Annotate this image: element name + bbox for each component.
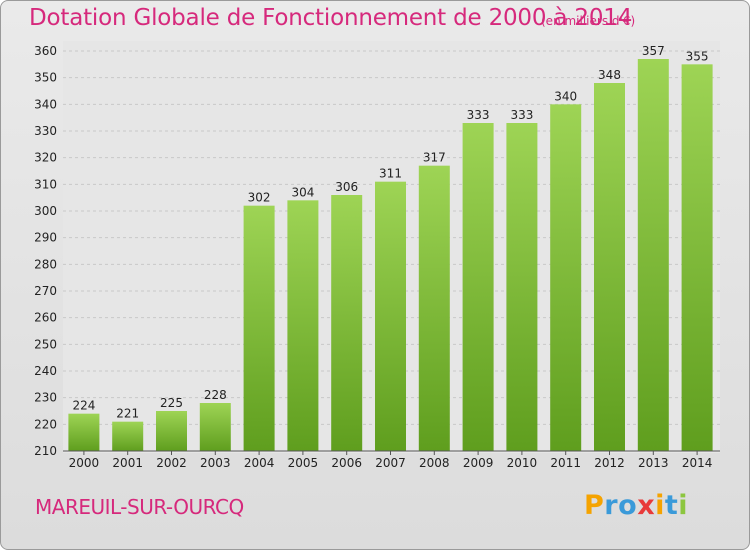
y-tick-label: 300 [34,204,57,218]
bar-2000[interactable] [68,413,100,451]
y-tick-label: 340 [34,97,57,111]
bar-2014[interactable] [681,64,713,452]
logo-letter: P [584,490,605,521]
y-tick-label: 260 [34,311,57,325]
y-tick-label: 310 [34,177,57,191]
y-tick-label: 220 [34,417,57,431]
logo-letter: o [618,490,638,521]
value-label: 333 [467,108,490,122]
bar-2006[interactable] [331,195,363,451]
value-label: 224 [72,399,95,413]
x-tick-label: 2008 [419,456,450,470]
bar-2004[interactable] [243,205,275,451]
value-label: 355 [686,49,709,63]
y-tick-label: 270 [34,284,57,298]
chart-title: Dotation Globale de Fonctionnement de 20… [29,5,633,31]
bar-2007[interactable] [375,181,406,451]
value-label: 348 [598,68,621,82]
value-label: 225 [160,396,183,410]
logo-letter: i [655,490,665,521]
y-tick-label: 240 [34,364,57,378]
x-tick-label: 2001 [112,456,143,470]
x-tick-label: 2014 [682,456,713,470]
value-label: 340 [554,89,577,103]
y-axis-ticks: 210 220 230 240 250 260 270 280 290 300 310 320 330 3… [34,44,57,458]
logo-letter: r [604,490,619,521]
y-tick-label: 290 [34,231,57,245]
x-tick-label: 2000 [69,456,100,470]
x-tick-label: 2007 [375,456,406,470]
bar-2010[interactable] [506,123,538,451]
y-tick-label: 360 [34,44,57,58]
value-label: 304 [291,185,314,199]
bar-2002[interactable] [156,411,187,451]
bar-2003[interactable] [199,403,231,451]
city-name: MAREUIL-SUR-OURCQ [35,495,244,519]
bar-2008[interactable] [418,165,450,451]
logo-letter: i [678,490,689,521]
bar-2011[interactable] [550,104,582,451]
x-tick-label: 2011 [550,456,581,470]
x-tick-label: 2005 [288,456,319,470]
bar-2013[interactable] [637,59,669,451]
value-label: 228 [204,388,227,402]
x-tick-label: 2002 [156,456,187,470]
proxiti-logo[interactable]: Proxiti [584,490,688,521]
x-axis-ticks: 2000 2001 2002 2003 2004 2005 2006 2007 2008 2009… [69,451,713,470]
value-label: 302 [248,191,271,205]
bar-2001[interactable] [112,421,144,451]
y-tick-label: 350 [34,71,57,85]
x-tick-label: 2009 [463,456,494,470]
value-label: 221 [116,407,139,421]
bar-2005[interactable] [287,200,319,451]
x-tick-label: 2006 [331,456,362,470]
x-tick-label: 2012 [594,456,625,470]
value-label: 333 [510,108,533,122]
value-label: 306 [335,180,358,194]
y-tick-label: 210 [34,444,57,458]
logo-letter: x [637,490,656,521]
x-tick-label: 2004 [244,456,275,470]
x-tick-label: 2003 [200,456,231,470]
y-tick-label: 330 [34,124,57,138]
x-tick-label: 2010 [507,456,538,470]
value-label: 357 [642,44,665,58]
bars [68,59,713,452]
y-tick-label: 250 [34,337,57,351]
bar-2012[interactable] [594,83,625,451]
x-tick-label: 2013 [638,456,669,470]
chart-unit-note: (en milliers d'€) [541,14,636,28]
y-tick-label: 280 [34,257,57,271]
bar-2009[interactable] [462,123,494,451]
value-label: 317 [423,151,446,165]
value-label: 311 [379,167,402,181]
logo-letter: t [664,490,679,521]
value-labels: 224 221 225 228 302 304 306 311 317 333 333 340 348 3… [72,44,708,421]
y-tick-label: 320 [34,151,57,165]
y-tick-label: 230 [34,391,57,405]
